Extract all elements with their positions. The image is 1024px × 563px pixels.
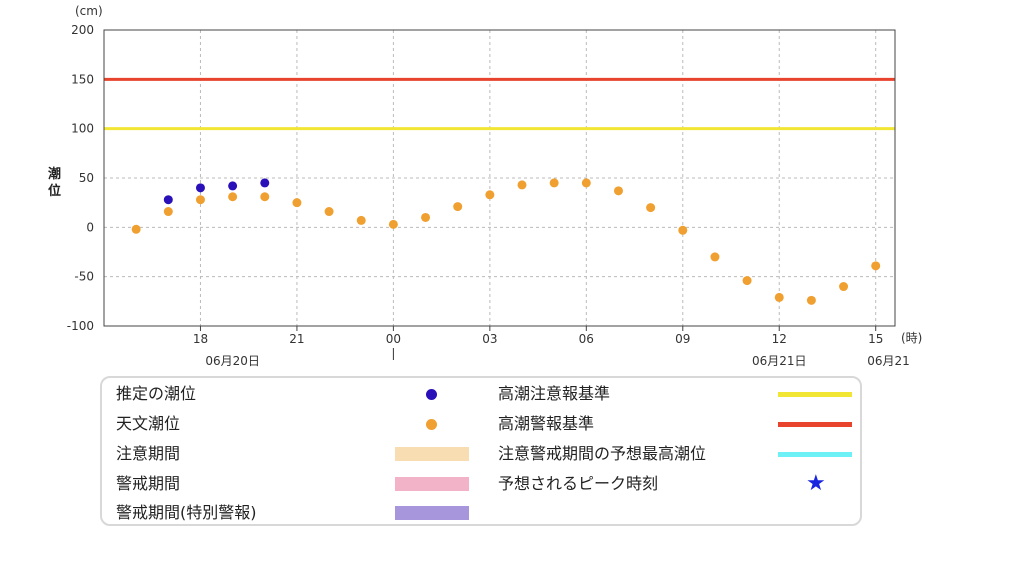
data-point xyxy=(228,192,238,202)
x-tick-label: 06 xyxy=(579,332,594,346)
data-point xyxy=(581,178,591,188)
x-tick-label: 03 xyxy=(482,332,497,346)
legend-storm-surge-warning-line xyxy=(778,422,852,427)
x-tick-label: 15 xyxy=(868,332,883,346)
data-point xyxy=(485,190,495,200)
data-point xyxy=(806,295,816,305)
legend-astronomical-tide-marker xyxy=(426,419,437,430)
legend-caution-period-label: 注意期間 xyxy=(116,444,181,463)
data-point xyxy=(613,186,623,196)
y-tick-labels: 200 150 100 50 0 -50 -100 xyxy=(67,23,94,333)
data-point xyxy=(195,183,205,193)
data-point xyxy=(228,181,238,191)
x-tick-label: 21 xyxy=(289,332,304,346)
y-tick-label: -100 xyxy=(67,319,94,333)
data-point xyxy=(292,198,302,208)
y-tick-label: 200 xyxy=(71,23,94,37)
legend-estimated-tide-label: 推定の潮位 xyxy=(116,384,197,403)
x-tick-labels: 18 21 00 03 06 09 12 15 xyxy=(193,332,884,346)
legend: 推定の潮位 天文潮位 注意期間 警戒期間 警戒期間(特別警報) 高潮注意報基準 … xyxy=(100,376,862,526)
data-point xyxy=(324,207,334,217)
legend-warning-period-swatch xyxy=(395,477,469,491)
legend-astronomical-tide-label: 天文潮位 xyxy=(116,414,181,433)
legend-caution-peak-line xyxy=(778,452,852,457)
data-point xyxy=(517,180,527,190)
legend-caution-period-swatch xyxy=(395,447,469,461)
y-unit-label: (cm) xyxy=(75,4,103,18)
date-label: 06月20日 xyxy=(205,354,260,368)
data-point xyxy=(388,219,398,229)
y-tick-label: 50 xyxy=(79,171,94,185)
x-tick-label: 18 xyxy=(193,332,208,346)
data-point xyxy=(260,178,270,188)
data-point xyxy=(195,195,205,205)
x-unit-label: (時) xyxy=(901,331,922,345)
legend-special-warning-period-swatch xyxy=(395,506,469,520)
y-tick-label: 100 xyxy=(71,122,94,136)
star-icon: ★ xyxy=(806,471,826,496)
data-point xyxy=(710,252,720,262)
tide-chart: (cm) 潮位 200 150 100 50 0 -50 -100 18 21 00 03 06 09… xyxy=(48,4,922,368)
data-point xyxy=(163,195,173,205)
x-tick-label: 00 xyxy=(386,332,401,346)
x-tick-label: 12 xyxy=(772,332,787,346)
data-point xyxy=(453,202,463,212)
data-point xyxy=(774,292,784,302)
data-point xyxy=(356,215,366,225)
date-label: 06月21 xyxy=(867,354,910,368)
data-point xyxy=(871,261,881,271)
y-tick-label: 0 xyxy=(86,220,94,234)
y-tick-label: -50 xyxy=(74,270,94,284)
y-tick-label: 150 xyxy=(71,72,94,86)
date-labels: 06月20日 06月21日 06月21 xyxy=(205,354,909,368)
legend-caution-peak-label: 注意警戒期間の予想最高潮位 xyxy=(498,444,707,463)
y-axis-label: 潮位 xyxy=(48,166,61,199)
legend-estimated-tide-marker xyxy=(426,389,437,400)
legend-warning-period-label: 警戒期間 xyxy=(116,474,181,493)
data-point xyxy=(742,276,752,286)
legend-storm-surge-advisory-line xyxy=(778,392,852,397)
data-point xyxy=(646,203,656,213)
data-point xyxy=(839,282,849,292)
data-point xyxy=(549,178,559,188)
legend-storm-surge-warning-label: 高潮警報基準 xyxy=(498,414,595,433)
x-tick-label: 09 xyxy=(675,332,690,346)
legend-storm-surge-advisory-label: 高潮注意報基準 xyxy=(498,384,611,403)
data-point xyxy=(163,207,173,217)
date-label: 06月21日 xyxy=(752,354,807,368)
data-points xyxy=(131,178,881,305)
plot-frame xyxy=(103,29,896,327)
data-point xyxy=(678,225,688,235)
reference-lines xyxy=(104,77,895,131)
data-point xyxy=(131,224,141,234)
grid-lines xyxy=(104,30,895,331)
data-point xyxy=(260,192,270,202)
legend-peak-time-label: 予想されるピーク時刻 xyxy=(498,474,659,493)
legend-special-warning-period-label: 警戒期間(特別警報) xyxy=(116,503,257,522)
data-point xyxy=(421,212,431,222)
